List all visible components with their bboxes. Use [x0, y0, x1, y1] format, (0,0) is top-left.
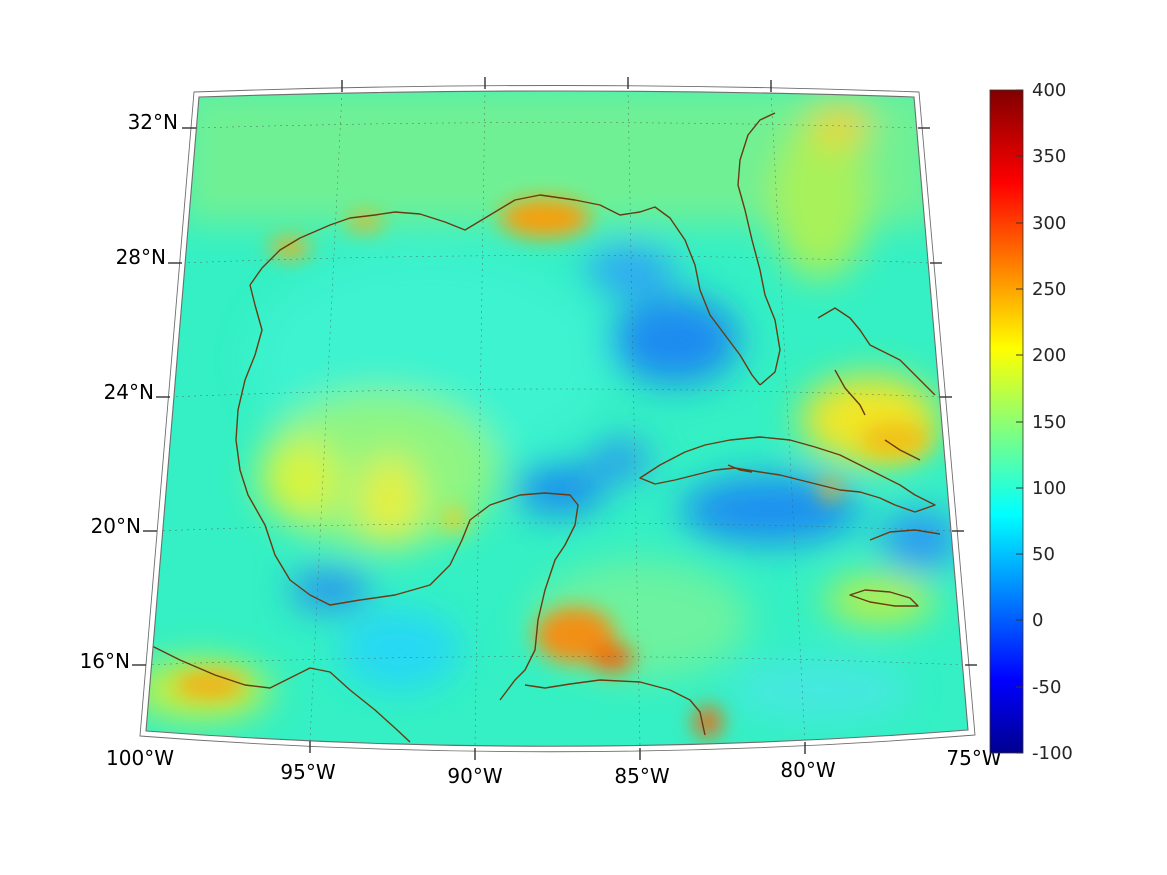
bahamas	[817, 307, 936, 461]
lon-label-90w: 90°W	[447, 764, 502, 788]
colorbar-tick: 150	[1032, 412, 1066, 433]
cuba	[639, 436, 936, 513]
colorbar-tick: 400	[1032, 80, 1066, 101]
hispaniola-west	[869, 529, 941, 541]
lat-label-16n: 16°N	[80, 649, 130, 673]
mexico-west-coast	[235, 284, 579, 701]
coastlines	[149, 112, 941, 743]
lon-label-100w: 100°W	[106, 746, 174, 770]
lat-label-20n: 20°N	[91, 514, 141, 538]
colorbar-tick: 300	[1032, 213, 1066, 234]
gulf-coast	[249, 194, 761, 386]
colorbar-tick: 100	[1032, 478, 1066, 499]
data-field	[146, 91, 968, 747]
lat-label-24n: 24°N	[104, 380, 154, 404]
colorbar-tick: -50	[1032, 677, 1061, 698]
isla-juventud	[727, 464, 753, 473]
jamaica	[849, 589, 919, 607]
pacific-coast	[149, 644, 411, 743]
map-frame	[132, 77, 977, 760]
central-america-coast	[524, 679, 706, 736]
colorbar: 400 350 300 250 200 150 100 50 0 -50 -10…	[989, 80, 1073, 764]
lon-label-85w: 85°W	[614, 764, 669, 788]
florida-peninsula	[737, 112, 781, 386]
colorbar-tick: 0	[1032, 610, 1043, 631]
longitude-labels: 100°W 95°W 90°W 85°W 80°W 75°W	[106, 746, 1002, 788]
latitude-labels: 32°N 28°N 24°N 20°N 16°N	[80, 110, 178, 673]
colorbar-tick: 350	[1032, 146, 1066, 167]
lat-label-32n: 32°N	[128, 110, 178, 134]
lat-label-28n: 28°N	[116, 245, 166, 269]
colorbar-tick: 200	[1032, 345, 1066, 366]
colorbar-tick: 50	[1032, 544, 1055, 565]
colorbar-tick: -100	[1032, 743, 1073, 764]
lon-label-95w: 95°W	[280, 760, 335, 784]
colorbar-tick: 250	[1032, 279, 1066, 300]
lon-label-80w: 80°W	[780, 758, 835, 782]
